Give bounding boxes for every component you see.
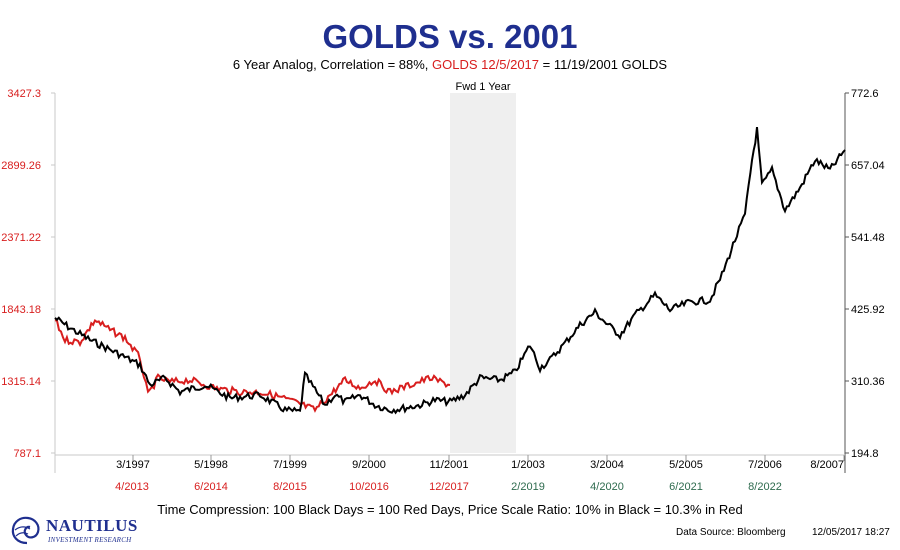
right-tick-label: 425.92 [851, 304, 885, 316]
x-tick-label-analog: 10/2016 [349, 481, 389, 493]
left-axis-ticks: 3427.3 2899.26 2371.22 1843.18 1315.14 787.1 [1, 88, 55, 460]
x-tick-label: 5/2005 [669, 459, 703, 471]
chart-title: GOLDS vs. 2001 [322, 18, 578, 55]
x-tick-label: 9/2000 [352, 459, 386, 471]
x-tick-label-analog: 8/2015 [273, 481, 307, 493]
series-red-line [54, 318, 451, 413]
series-black-line [54, 126, 846, 415]
nautilus-shell-icon [11, 516, 40, 545]
x-axis-ticks: 3/1997 5/1998 7/1999 9/2000 11/2001 1/2003 3/2… [115, 455, 845, 493]
right-tick-label: 772.6 [851, 88, 879, 100]
logo-subtitle: INVESTMENT RESEARCH [48, 536, 132, 544]
x-tick-label-analog: 2/2019 [511, 481, 545, 493]
left-tick-label: 3427.3 [7, 88, 41, 100]
x-tick-label: 5/1998 [194, 459, 228, 471]
chart-subtitle: 6 Year Analog, Correlation = 88%, GOLDS … [0, 57, 900, 72]
x-tick-label: 7/2006 [748, 459, 782, 471]
shaded-region-label: Fwd 1 Year [455, 81, 510, 93]
nautilus-logo: NAUTILUS INVESTMENT RESEARCH [8, 512, 168, 548]
subtitle-part1: 6 Year Analog, Correlation = 88%, [232, 57, 433, 72]
left-tick-label: 1315.14 [1, 376, 41, 388]
left-tick-label: 1843.18 [1, 304, 41, 316]
right-tick-label: 310.36 [851, 376, 885, 388]
left-tick-label: 787.1 [13, 448, 41, 460]
x-tick-label: 11/2001 [430, 459, 469, 471]
right-tick-label: 657.04 [851, 160, 885, 172]
right-tick-label: 194.8 [851, 448, 879, 460]
x-tick-label: 3/2004 [590, 459, 624, 471]
x-tick-label-analog: 4/2020 [590, 481, 624, 493]
subtitle-part3: = 11/19/2001 GOLDS [539, 57, 668, 72]
axes [54, 93, 846, 473]
x-tick-label-analog: 6/2021 [669, 481, 703, 493]
right-axis-ticks: 772.6 657.04 541.48 425.92 310.36 194.8 [845, 88, 885, 460]
right-tick-label: 541.48 [851, 232, 885, 244]
x-tick-label: 8/2007 [810, 459, 844, 471]
logo-name: NAUTILUS [46, 516, 138, 535]
forward-one-year-region [450, 93, 516, 453]
x-tick-label: 7/1999 [273, 459, 307, 471]
left-tick-label: 2371.22 [1, 232, 41, 244]
x-tick-label-analog: 8/2022 [748, 481, 782, 493]
x-tick-label: 3/1997 [116, 459, 150, 471]
timestamp: 12/05/2017 18:27 [812, 527, 890, 538]
x-tick-label-analog: 4/2013 [115, 481, 149, 493]
data-source: Data Source: Bloomberg [676, 527, 786, 538]
subtitle-part2: GOLDS 12/5/2017 [432, 57, 540, 72]
x-tick-label: 1/2003 [511, 459, 545, 471]
x-tick-label-analog: 12/2017 [429, 481, 469, 493]
footer-note: Time Compression: 100 Black Days = 100 R… [157, 502, 743, 517]
left-tick-label: 2899.26 [1, 160, 41, 172]
x-tick-label-analog: 6/2014 [194, 481, 228, 493]
